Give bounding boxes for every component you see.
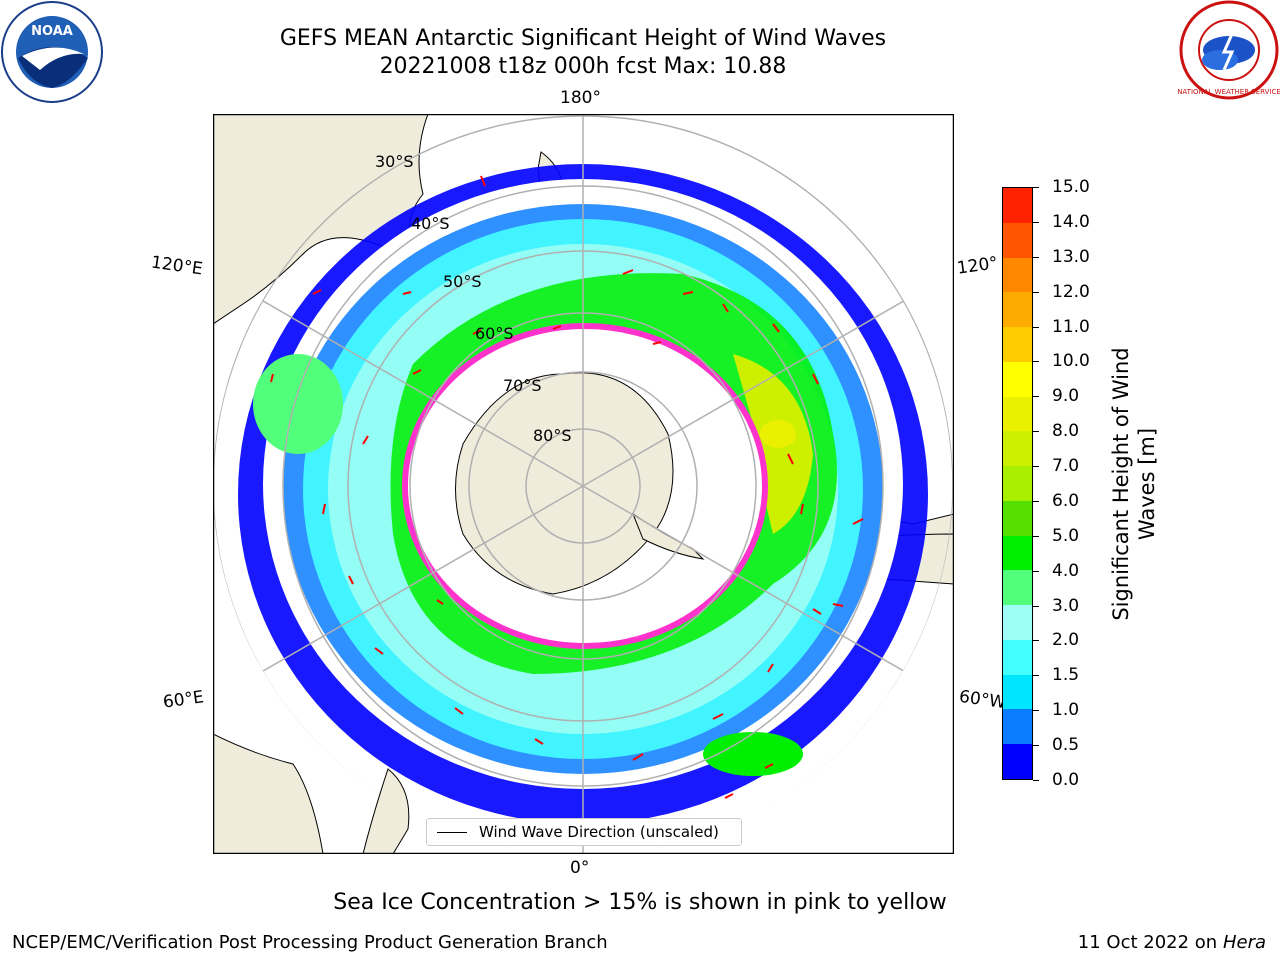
credit-date: 11 Oct 2022 on Hera	[1078, 932, 1266, 953]
colorbar-tick-mark	[1033, 745, 1039, 747]
colorbar-tick-mark	[1033, 187, 1039, 188]
colorbar-tick-label: 10.0	[1052, 351, 1090, 372]
colorbar-tick-label: 5.0	[1052, 525, 1080, 546]
sea-ice-note: Sea Ice Concentration > 15% is shown in …	[333, 890, 947, 915]
noaa-logo-text: NOAA	[31, 24, 73, 39]
wave-field-yellow-spot	[760, 420, 796, 448]
colorbar-tick-label: 9.0	[1052, 386, 1080, 407]
colorbar-tick-mark	[1033, 326, 1039, 328]
colorbar-segment	[1003, 709, 1032, 745]
colorbar-tick-label: 14.0	[1052, 211, 1090, 232]
colorbar-tick-label: 4.0	[1052, 560, 1080, 581]
colorbar-tick-label: 7.0	[1052, 456, 1080, 477]
noaa-logo: NOAA	[1, 1, 103, 103]
colorbar-tick-label: 12.0	[1052, 281, 1090, 302]
colorbar-tick-label: 8.0	[1052, 421, 1080, 442]
colorbar-tick-label: 2.0	[1052, 630, 1080, 651]
wind-direction-arrows	[270, 175, 864, 799]
colorbar-segment	[1003, 187, 1032, 223]
lon-label-60w: 60°W	[957, 686, 1008, 714]
colorbar-tick-mark	[1033, 605, 1039, 607]
lat-label-70s: 70°S	[503, 376, 542, 395]
colorbar-tick-label: 1.0	[1052, 700, 1080, 721]
colorbar	[1002, 187, 1033, 780]
colorbar-segment	[1003, 396, 1032, 432]
land-madagascar	[362, 768, 410, 854]
colorbar-tick-mark	[1033, 780, 1039, 781]
colorbar-segment	[1003, 361, 1032, 397]
colorbar-segment	[1003, 222, 1032, 258]
antarctic-map	[213, 114, 954, 854]
colorbar-tick-label: 0.5	[1052, 735, 1080, 756]
colorbar-segment	[1003, 605, 1032, 640]
colorbar-segment	[1003, 535, 1032, 571]
lat-label-50s: 50°S	[443, 272, 482, 291]
colorbar-segment	[1003, 570, 1032, 606]
credit-branch: NCEP/EMC/Verification Post Processing Pr…	[12, 932, 608, 953]
wave-field-green-south	[703, 732, 803, 776]
legend-line-swatch	[437, 832, 467, 833]
colorbar-tick-label: 6.0	[1052, 490, 1080, 511]
colorbar-tick-label: 1.5	[1052, 665, 1080, 686]
colorbar-tick-label: 0.0	[1052, 770, 1080, 790]
map-legend: Wind Wave Direction (unscaled)	[426, 818, 742, 846]
colorbar-tick-mark	[1033, 431, 1039, 433]
lat-label-60s: 60°S	[475, 324, 514, 343]
legend-label: Wind Wave Direction (unscaled)	[479, 823, 719, 841]
colorbar-tick-mark	[1033, 710, 1039, 712]
meridian-lines	[213, 115, 953, 854]
colorbar-segment	[1003, 500, 1032, 536]
lat-label-30s: 30°S	[375, 152, 414, 171]
colorbar-tick-label: 13.0	[1052, 246, 1090, 267]
colorbar-tick-mark	[1033, 396, 1039, 398]
colorbar-segment	[1003, 466, 1032, 501]
colorbar-segment	[1003, 292, 1032, 328]
colorbar-tick-mark	[1033, 570, 1039, 572]
colorbar-tick-label: 11.0	[1052, 316, 1090, 337]
colorbar-tick-mark	[1033, 535, 1039, 537]
colorbar-segment	[1003, 744, 1032, 779]
colorbar-tick-mark	[1033, 256, 1039, 258]
colorbar-segment	[1003, 327, 1032, 362]
chart-subtitle: 20221008 t18z 000h fcst Max: 10.88	[379, 54, 787, 79]
lon-label-120e: 120°E	[149, 252, 204, 280]
lon-label-0: 0°	[570, 858, 590, 878]
colorbar-tick-mark	[1033, 221, 1039, 223]
lat-label-80s: 80°S	[533, 426, 572, 445]
nws-logo-text: NATIONAL WEATHER SERVICE	[1178, 88, 1280, 96]
colorbar-tick-label: 15.0	[1052, 177, 1090, 197]
colorbar-segment	[1003, 639, 1032, 675]
wave-field-green-west	[253, 354, 343, 454]
nws-logo: NATIONAL WEATHER SERVICE	[1178, 0, 1280, 100]
lat-label-40s: 40°S	[411, 214, 450, 233]
colorbar-segment	[1003, 431, 1032, 467]
lon-label-120w: 120°	[955, 253, 1000, 279]
colorbar-segment	[1003, 257, 1032, 293]
chart-title: GEFS MEAN Antarctic Significant Height o…	[279, 26, 887, 51]
colorbar-tick-mark	[1033, 675, 1039, 677]
lon-label-60e: 60°E	[161, 687, 206, 713]
lon-label-180: 180°	[560, 88, 601, 108]
credit-date-text: 11 Oct 2022 on	[1077, 932, 1218, 953]
colorbar-tick-mark	[1033, 640, 1039, 642]
land-africa	[213, 733, 324, 854]
colorbar-tick-label: 3.0	[1052, 595, 1080, 616]
colorbar-tick-mark	[1033, 466, 1039, 468]
colorbar-tick-mark	[1033, 361, 1039, 363]
credit-host: Hera	[1222, 932, 1266, 953]
colorbar-tick-mark	[1033, 291, 1039, 293]
colorbar-tick-mark	[1033, 500, 1039, 502]
colorbar-title: Significant Height of Wind Waves [m]	[1109, 347, 1159, 621]
map-panel: 180° 0° 120°E 120° 60°E 60°W 30°S 40°S 5…	[150, 88, 1007, 878]
colorbar-segment	[1003, 674, 1032, 710]
